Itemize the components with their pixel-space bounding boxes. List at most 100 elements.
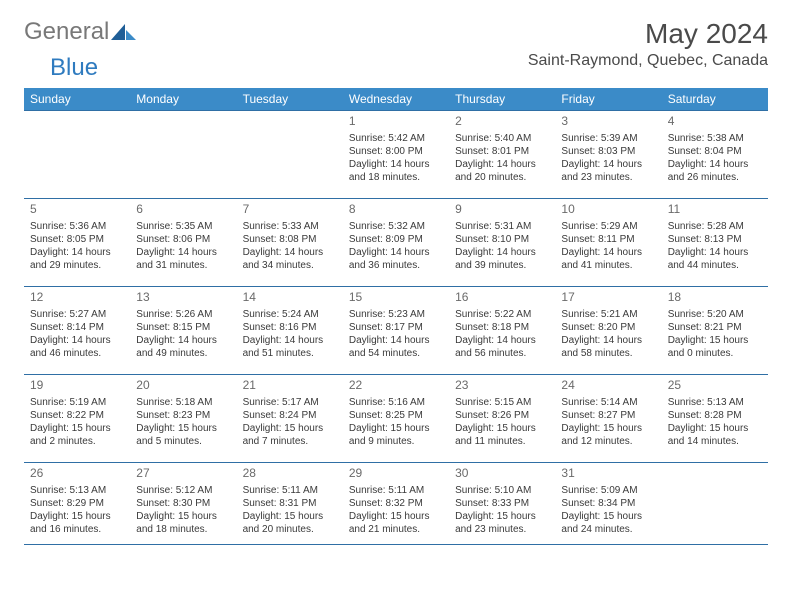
sunrise-text: Sunrise: 5:16 AM — [349, 396, 443, 409]
sunrise-text: Sunrise: 5:40 AM — [455, 132, 549, 145]
weekday-header: Monday — [130, 88, 236, 111]
calendar-week: 12Sunrise: 5:27 AMSunset: 8:14 PMDayligh… — [24, 287, 768, 375]
daylight-text: and 26 minutes. — [668, 171, 762, 184]
sunset-text: Sunset: 8:16 PM — [243, 321, 337, 334]
calendar-day: 7Sunrise: 5:33 AMSunset: 8:08 PMDaylight… — [237, 199, 343, 287]
calendar-day: 1Sunrise: 5:42 AMSunset: 8:00 PMDaylight… — [343, 111, 449, 199]
sunset-text: Sunset: 8:17 PM — [349, 321, 443, 334]
calendar-day: 21Sunrise: 5:17 AMSunset: 8:24 PMDayligh… — [237, 375, 343, 463]
daylight-text: Daylight: 14 hours — [561, 246, 655, 259]
daylight-text: Daylight: 15 hours — [136, 422, 230, 435]
sunrise-text: Sunrise: 5:13 AM — [668, 396, 762, 409]
daylight-text: and 23 minutes. — [561, 171, 655, 184]
calendar-day: 22Sunrise: 5:16 AMSunset: 8:25 PMDayligh… — [343, 375, 449, 463]
day-number: 9 — [455, 202, 549, 218]
daylight-text: Daylight: 15 hours — [30, 510, 124, 523]
day-number: 13 — [136, 290, 230, 306]
day-number: 3 — [561, 114, 655, 130]
daylight-text: and 5 minutes. — [136, 435, 230, 448]
location: Saint-Raymond, Quebec, Canada — [528, 52, 768, 70]
daylight-text: and 0 minutes. — [668, 347, 762, 360]
sunset-text: Sunset: 8:32 PM — [349, 497, 443, 510]
daylight-text: Daylight: 14 hours — [136, 334, 230, 347]
weekday-header: Sunday — [24, 88, 130, 111]
sunrise-text: Sunrise: 5:31 AM — [455, 220, 549, 233]
daylight-text: and 20 minutes. — [455, 171, 549, 184]
day-number: 4 — [668, 114, 762, 130]
sunset-text: Sunset: 8:27 PM — [561, 409, 655, 422]
daylight-text: Daylight: 15 hours — [668, 422, 762, 435]
calendar-empty — [24, 111, 130, 199]
daylight-text: and 54 minutes. — [349, 347, 443, 360]
calendar-day: 16Sunrise: 5:22 AMSunset: 8:18 PMDayligh… — [449, 287, 555, 375]
daylight-text: Daylight: 14 hours — [243, 246, 337, 259]
sunset-text: Sunset: 8:20 PM — [561, 321, 655, 334]
calendar-table: SundayMondayTuesdayWednesdayThursdayFrid… — [24, 88, 768, 545]
daylight-text: and 24 minutes. — [561, 523, 655, 536]
sunrise-text: Sunrise: 5:11 AM — [243, 484, 337, 497]
daylight-text: Daylight: 14 hours — [455, 246, 549, 259]
daylight-text: and 20 minutes. — [243, 523, 337, 536]
day-number: 16 — [455, 290, 549, 306]
sunrise-text: Sunrise: 5:18 AM — [136, 396, 230, 409]
sunrise-text: Sunrise: 5:38 AM — [668, 132, 762, 145]
sunset-text: Sunset: 8:03 PM — [561, 145, 655, 158]
daylight-text: and 14 minutes. — [668, 435, 762, 448]
daylight-text: Daylight: 15 hours — [561, 422, 655, 435]
sunrise-text: Sunrise: 5:20 AM — [668, 308, 762, 321]
day-number: 23 — [455, 378, 549, 394]
calendar-day: 27Sunrise: 5:12 AMSunset: 8:30 PMDayligh… — [130, 463, 236, 545]
day-number: 29 — [349, 466, 443, 482]
calendar-empty — [662, 463, 768, 545]
title-block: May 2024 Saint-Raymond, Quebec, Canada — [528, 18, 768, 70]
calendar-day: 11Sunrise: 5:28 AMSunset: 8:13 PMDayligh… — [662, 199, 768, 287]
daylight-text: Daylight: 14 hours — [30, 246, 124, 259]
day-number: 28 — [243, 466, 337, 482]
calendar-week: 1Sunrise: 5:42 AMSunset: 8:00 PMDaylight… — [24, 111, 768, 199]
day-number: 15 — [349, 290, 443, 306]
sunrise-text: Sunrise: 5:12 AM — [136, 484, 230, 497]
sunrise-text: Sunrise: 5:14 AM — [561, 396, 655, 409]
sunset-text: Sunset: 8:26 PM — [455, 409, 549, 422]
day-number: 2 — [455, 114, 549, 130]
sunrise-text: Sunrise: 5:27 AM — [30, 308, 124, 321]
daylight-text: and 2 minutes. — [30, 435, 124, 448]
weekday-header: Friday — [555, 88, 661, 111]
daylight-text: and 12 minutes. — [561, 435, 655, 448]
calendar-day: 30Sunrise: 5:10 AMSunset: 8:33 PMDayligh… — [449, 463, 555, 545]
calendar-day: 9Sunrise: 5:31 AMSunset: 8:10 PMDaylight… — [449, 199, 555, 287]
sunset-text: Sunset: 8:04 PM — [668, 145, 762, 158]
sail-icon — [111, 22, 137, 42]
daylight-text: Daylight: 15 hours — [349, 510, 443, 523]
sunrise-text: Sunrise: 5:26 AM — [136, 308, 230, 321]
sunrise-text: Sunrise: 5:11 AM — [349, 484, 443, 497]
sunset-text: Sunset: 8:08 PM — [243, 233, 337, 246]
calendar-day: 24Sunrise: 5:14 AMSunset: 8:27 PMDayligh… — [555, 375, 661, 463]
day-number: 5 — [30, 202, 124, 218]
calendar-day: 31Sunrise: 5:09 AMSunset: 8:34 PMDayligh… — [555, 463, 661, 545]
calendar-page: General May 2024 Saint-Raymond, Quebec, … — [0, 0, 792, 612]
daylight-text: and 56 minutes. — [455, 347, 549, 360]
sunset-text: Sunset: 8:05 PM — [30, 233, 124, 246]
day-number: 6 — [136, 202, 230, 218]
daylight-text: and 31 minutes. — [136, 259, 230, 272]
daylight-text: Daylight: 15 hours — [455, 422, 549, 435]
calendar-empty — [130, 111, 236, 199]
sunrise-text: Sunrise: 5:13 AM — [30, 484, 124, 497]
sunset-text: Sunset: 8:13 PM — [668, 233, 762, 246]
daylight-text: Daylight: 14 hours — [349, 246, 443, 259]
daylight-text: Daylight: 14 hours — [561, 158, 655, 171]
sunset-text: Sunset: 8:33 PM — [455, 497, 549, 510]
calendar-day: 15Sunrise: 5:23 AMSunset: 8:17 PMDayligh… — [343, 287, 449, 375]
daylight-text: and 9 minutes. — [349, 435, 443, 448]
daylight-text: and 29 minutes. — [30, 259, 124, 272]
sunset-text: Sunset: 8:31 PM — [243, 497, 337, 510]
calendar-day: 17Sunrise: 5:21 AMSunset: 8:20 PMDayligh… — [555, 287, 661, 375]
sunset-text: Sunset: 8:14 PM — [30, 321, 124, 334]
calendar-day: 14Sunrise: 5:24 AMSunset: 8:16 PMDayligh… — [237, 287, 343, 375]
daylight-text: and 39 minutes. — [455, 259, 549, 272]
calendar-day: 8Sunrise: 5:32 AMSunset: 8:09 PMDaylight… — [343, 199, 449, 287]
daylight-text: and 36 minutes. — [349, 259, 443, 272]
sunset-text: Sunset: 8:22 PM — [30, 409, 124, 422]
daylight-text: and 58 minutes. — [561, 347, 655, 360]
